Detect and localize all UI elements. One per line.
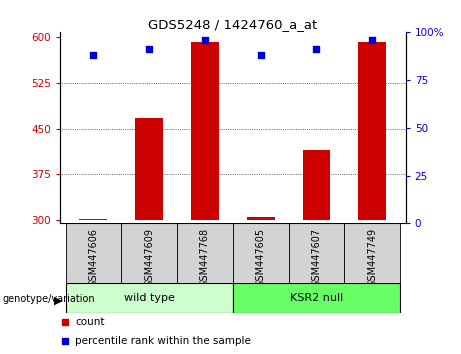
Bar [344, 223, 400, 283]
Bar [121, 223, 177, 283]
Point [368, 37, 376, 42]
Point [61, 338, 69, 344]
Bar [302, 150, 331, 221]
Text: GSM447749: GSM447749 [367, 228, 377, 287]
Bar [177, 223, 233, 283]
Bar [65, 283, 233, 313]
Text: GSM447606: GSM447606 [89, 228, 98, 287]
Point [90, 52, 97, 58]
Text: KSR2 null: KSR2 null [290, 293, 343, 303]
Bar [65, 223, 121, 283]
Bar [79, 219, 107, 221]
Point [61, 320, 69, 325]
Text: GSM447768: GSM447768 [200, 228, 210, 287]
Bar [233, 223, 289, 283]
Point [146, 46, 153, 52]
Bar [289, 223, 344, 283]
Text: GSM447605: GSM447605 [256, 228, 266, 287]
Bar [247, 217, 275, 221]
Text: ▶: ▶ [54, 296, 63, 306]
Bar [233, 283, 400, 313]
Text: GSM447609: GSM447609 [144, 228, 154, 287]
Text: wild type: wild type [124, 293, 175, 303]
Bar [135, 118, 163, 221]
Text: count: count [76, 318, 105, 327]
Bar [191, 42, 219, 221]
Bar [358, 42, 386, 221]
Point [201, 37, 209, 42]
Point [313, 46, 320, 52]
Text: GSM447607: GSM447607 [312, 228, 321, 287]
Text: genotype/variation: genotype/variation [2, 294, 95, 304]
Title: GDS5248 / 1424760_a_at: GDS5248 / 1424760_a_at [148, 18, 318, 31]
Text: percentile rank within the sample: percentile rank within the sample [76, 336, 251, 346]
Point [257, 52, 264, 58]
